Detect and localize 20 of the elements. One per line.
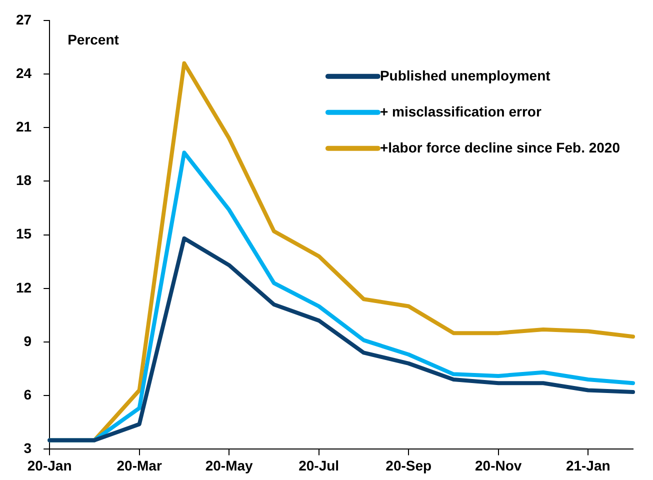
x-tick-label: 21-Jan: [566, 457, 610, 474]
x-tick-label: 20-Jan: [27, 457, 72, 474]
y-tick-label: 15: [16, 226, 32, 242]
y-axis-title: Percent: [68, 31, 120, 48]
y-tick-label: 12: [16, 279, 32, 296]
y-tick-label: 21: [16, 118, 32, 134]
y-tick-label: 24: [16, 64, 32, 81]
y-tick-label: 3: [24, 440, 32, 456]
x-tick-label: 20-Mar: [116, 457, 162, 474]
legend-label: + misclassification error: [380, 103, 542, 120]
x-tick-label: 20-May: [205, 457, 254, 474]
y-tick-label: 6: [24, 386, 32, 402]
y-tick-label: 27: [16, 11, 32, 28]
legend-label: +labor force decline since Feb. 2020: [380, 139, 620, 156]
legend-label: Published unemployment: [380, 67, 551, 84]
x-tick-label: 20-Jul: [298, 457, 340, 474]
x-tick-label: 20-Nov: [475, 457, 522, 474]
y-tick-label: 9: [24, 332, 32, 349]
x-tick-label: 20-Sep: [386, 457, 432, 474]
y-tick-label: 18: [16, 172, 32, 188]
